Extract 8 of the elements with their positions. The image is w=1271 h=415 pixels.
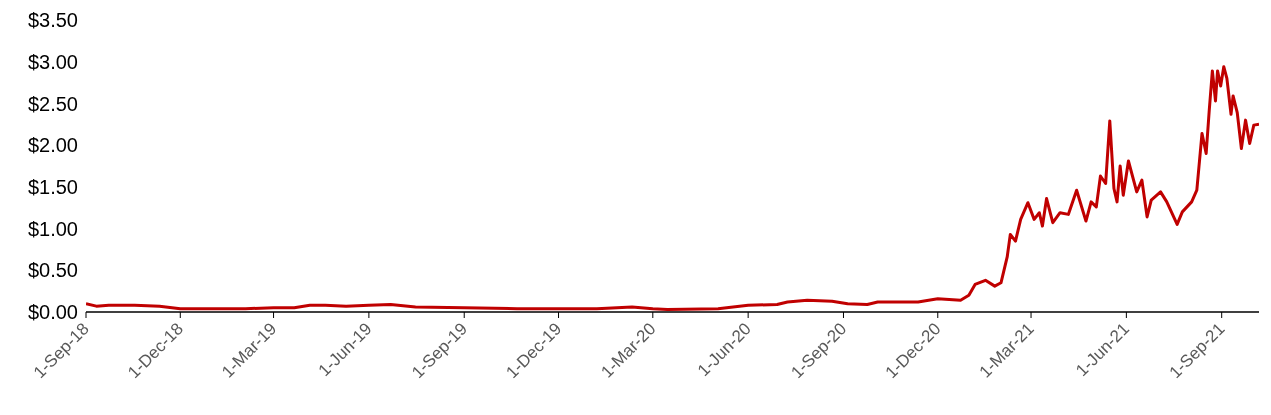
y-tick-label: $2.50 bbox=[27, 92, 78, 115]
y-tick-label: $1.00 bbox=[27, 217, 78, 240]
y-tick-label: $0.50 bbox=[27, 259, 78, 282]
y-tick-label: $2.00 bbox=[27, 134, 78, 157]
y-tick-label: $3.00 bbox=[27, 50, 78, 73]
y-tick-label: $3.50 bbox=[27, 9, 78, 32]
y-tick-label: $0.00 bbox=[27, 301, 78, 324]
y-tick-label: $1.50 bbox=[27, 175, 78, 198]
